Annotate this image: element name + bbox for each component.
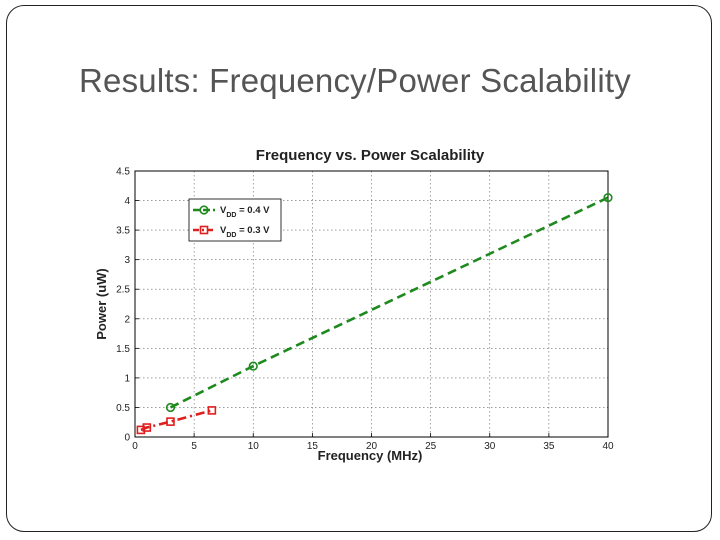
y-tick-label: 1.5 xyxy=(116,344,130,355)
y-tick-label: 0.5 xyxy=(116,403,130,414)
slide-title: Results: Frequency/Power Scalability xyxy=(79,62,631,99)
legend-label: VDD = 0.3 V xyxy=(220,225,270,239)
y-tick-label: 0 xyxy=(124,433,130,444)
y-tick-label: 3.5 xyxy=(116,226,130,237)
series-1 xyxy=(165,193,613,413)
legend: VDD = 0.4 V VDD = 0.3 V xyxy=(188,198,282,242)
legend-item: VDD = 0.4 V xyxy=(193,205,270,219)
y-tick-label: 4.5 xyxy=(116,167,130,178)
x-tick-label: 35 xyxy=(543,441,555,452)
y-tick-label: 1 xyxy=(124,373,130,384)
x-tick-label: 0 xyxy=(132,441,138,452)
x-tick-label: 25 xyxy=(425,441,437,452)
series-line xyxy=(140,409,213,432)
chart-title: Frequency vs. Power Scalability xyxy=(256,147,485,164)
y-tick-label: 2 xyxy=(124,314,130,325)
data-point xyxy=(248,361,258,371)
y-tick-label: 2.5 xyxy=(116,285,130,296)
x-tick-label: 10 xyxy=(248,441,260,452)
x-tick-label: 20 xyxy=(366,441,378,452)
y-axis-label: Power (uW) xyxy=(94,268,109,340)
x-tick-label: 30 xyxy=(484,441,496,452)
series-2 xyxy=(136,406,217,435)
data-point xyxy=(136,425,146,435)
data-point xyxy=(207,406,217,415)
legend-label: VDD = 0.4 V xyxy=(220,205,270,219)
legend-item: VDD = 0.3 V xyxy=(193,225,270,239)
legend-marker xyxy=(199,205,209,215)
y-tick-label: 4 xyxy=(124,196,130,207)
data-point xyxy=(142,423,152,432)
y-tick-label: 3 xyxy=(124,255,130,266)
x-tick-label: 5 xyxy=(191,441,197,452)
legend-marker xyxy=(199,225,209,235)
data-point xyxy=(165,402,176,413)
data-point xyxy=(166,417,175,426)
x-axis-label: Frequency (MHz) xyxy=(318,448,423,463)
x-tick-label: 40 xyxy=(602,441,614,452)
slide-frame xyxy=(6,5,712,532)
series-line xyxy=(169,196,609,409)
data-point xyxy=(603,193,613,203)
x-tick-label: 15 xyxy=(307,441,319,452)
